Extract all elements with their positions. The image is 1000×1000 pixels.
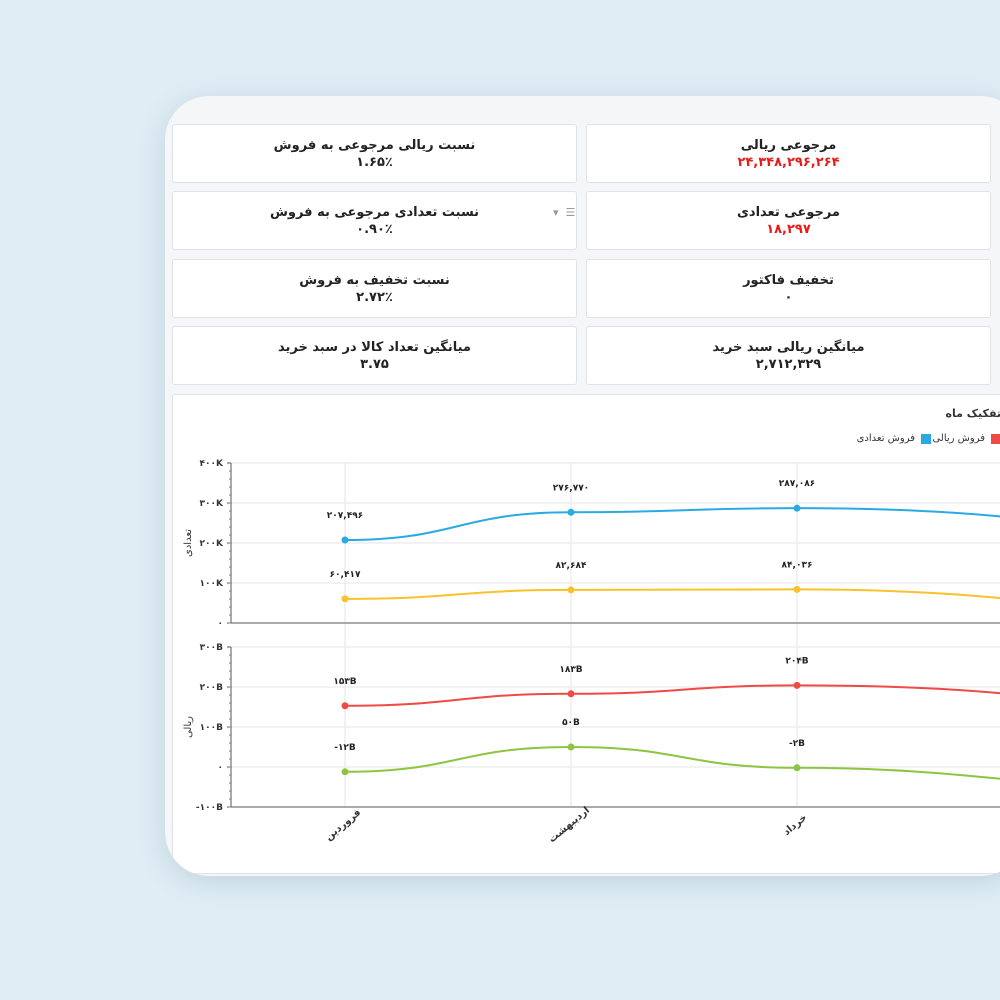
monthly-chart-panel: تفکیک ماه فروش ریالی فروش تعدادی ۰ ۱۰۰K ۲۰…: [172, 394, 1000, 874]
card-rial-return-ratio: نسبت ریالی مرجوعی به فروش ۱.۶۵٪: [172, 124, 577, 183]
y-tick-label: ۴۰۰K: [200, 459, 224, 469]
data-label: ۲۷۶,۷۷۰: [553, 483, 589, 493]
tablet-frame: نسبت ریالی مرجوعی به فروش ۱.۶۵٪ مرجوعی ر…: [165, 96, 1000, 876]
y-tick-label: ۳۰۰B: [200, 643, 223, 653]
y-tick-label: ۳۰۰K: [200, 499, 224, 509]
card-value: ۳.۷۵: [360, 356, 389, 372]
data-label: ۸۲,۶۸۴: [556, 561, 587, 571]
card-value: ۱۸,۲۹۷: [766, 221, 811, 237]
legend-swatch: [921, 433, 931, 444]
y-tick-label: ۲۰۰B: [200, 683, 223, 693]
data-label: ۶۰,۴۱۷: [330, 570, 361, 580]
card-title: میانگین تعداد کالا در سبد خرید: [278, 339, 471, 355]
card-title: مرجوعی ریالی: [740, 137, 837, 153]
y-tick-label: ۰: [218, 619, 224, 629]
card-count-return: مرجوعی تعدادی ۱۸,۲۹۷: [586, 191, 991, 250]
card-avg-basket-rial: میانگین ریالی سبد خرید ۲,۷۱۲,۳۲۹: [586, 326, 991, 385]
legend-label: فروش ریالی: [932, 433, 985, 444]
data-label: ۸۴,۰۳۶: [782, 560, 813, 570]
data-label: ۱۸۳B: [559, 665, 582, 675]
data-point: [341, 536, 349, 544]
y-tick-label: ۰: [218, 763, 224, 773]
data-label: -۱۲B: [334, 743, 356, 753]
card-rial-return: مرجوعی ریالی ۲۴,۳۴۸,۲۹۶,۲۶۴: [586, 124, 991, 183]
card-title: میانگین ریالی سبد خرید: [712, 339, 865, 355]
card-title: مرجوعی تعدادی: [737, 204, 840, 220]
data-point: [793, 764, 801, 772]
y-tick-label: ۲۰۰K: [200, 539, 224, 549]
y-tick-label: ۱۰۰B: [200, 723, 223, 733]
card-title: تخفیف فاکتور: [743, 272, 834, 288]
card-title: نسبت تعدادی مرجوعی به فروش: [269, 204, 480, 220]
legend-label: فروش تعدادی: [856, 433, 915, 444]
data-point: [793, 504, 801, 512]
chart-title: تفکیک ماه: [945, 407, 1000, 420]
series-line: [344, 507, 1000, 542]
card-value: ۲۴,۳۴۸,۲۹۶,۲۶۴: [737, 154, 840, 170]
data-label: ۵۰B: [562, 718, 580, 728]
card-discount-ratio: نسبت تخفیف به فروش ۲.۷۲٪: [172, 259, 577, 318]
card-value: ۰: [784, 289, 793, 305]
card-title: نسبت تخفیف به فروش: [299, 272, 450, 288]
series-line: [344, 745, 1000, 780]
y-axis-label: ریالی: [183, 716, 194, 738]
card-value: ۲.۷۲٪: [356, 289, 393, 305]
legend-item-count[interactable]: فروش تعدادی: [857, 433, 931, 444]
y-tick-label: ۱۰۰K: [200, 579, 224, 589]
card-count-return-ratio: ▾ ☰ نسبت تعدادی مرجوعی به فروش ۰.۹۰٪: [172, 191, 577, 250]
data-label: ۲۰۴B: [785, 656, 808, 666]
card-value: ۲,۷۱۲,۳۲۹: [755, 356, 822, 372]
data-label: -۲B: [789, 739, 805, 749]
chart-canvas: ۰ ۱۰۰K ۲۰۰K ۳۰۰K ۴۰۰K تعدادی ۲۰۷,۴۹۶ ۲۷۶,۷۷۰ ۲۸۷…: [183, 459, 1000, 845]
card-invoice-discount: تخفیف فاکتور ۰: [586, 259, 991, 318]
data-point: [341, 768, 349, 776]
x-tick-label: اردیبهشت: [547, 805, 592, 845]
series-line: [344, 588, 1000, 600]
data-point: [341, 595, 349, 603]
y-axis-label: تعدادی: [183, 529, 194, 557]
x-tick-label: فروردین: [324, 807, 364, 843]
data-label: ۱۵۳B: [333, 677, 356, 687]
series-line: [344, 684, 1000, 707]
data-point: [567, 690, 575, 698]
y-tick-label: -۱۰۰B: [196, 803, 223, 813]
data-point: [567, 508, 575, 516]
x-tick-label: خرداد: [781, 812, 809, 838]
data-point: [793, 585, 801, 593]
data-point: [341, 702, 349, 710]
data-label: ۲۰۷,۴۹۶: [327, 511, 363, 521]
card-title: نسبت ریالی مرجوعی به فروش: [273, 137, 476, 153]
card-value: ۱.۶۵٪: [356, 154, 393, 170]
legend-item-rial[interactable]: فروش ریالی: [932, 433, 1000, 444]
data-point: [567, 743, 575, 751]
card-avg-basket-items: میانگین تعداد کالا در سبد خرید ۳.۷۵: [172, 326, 577, 385]
data-point: [567, 586, 575, 594]
card-value: ۰.۹۰٪: [356, 221, 393, 237]
menu-icon[interactable]: ▾ ☰: [553, 206, 576, 219]
data-label: ۲۸۷,۰۸۶: [779, 479, 815, 489]
legend-swatch: [991, 433, 1000, 444]
data-point: [793, 681, 801, 689]
